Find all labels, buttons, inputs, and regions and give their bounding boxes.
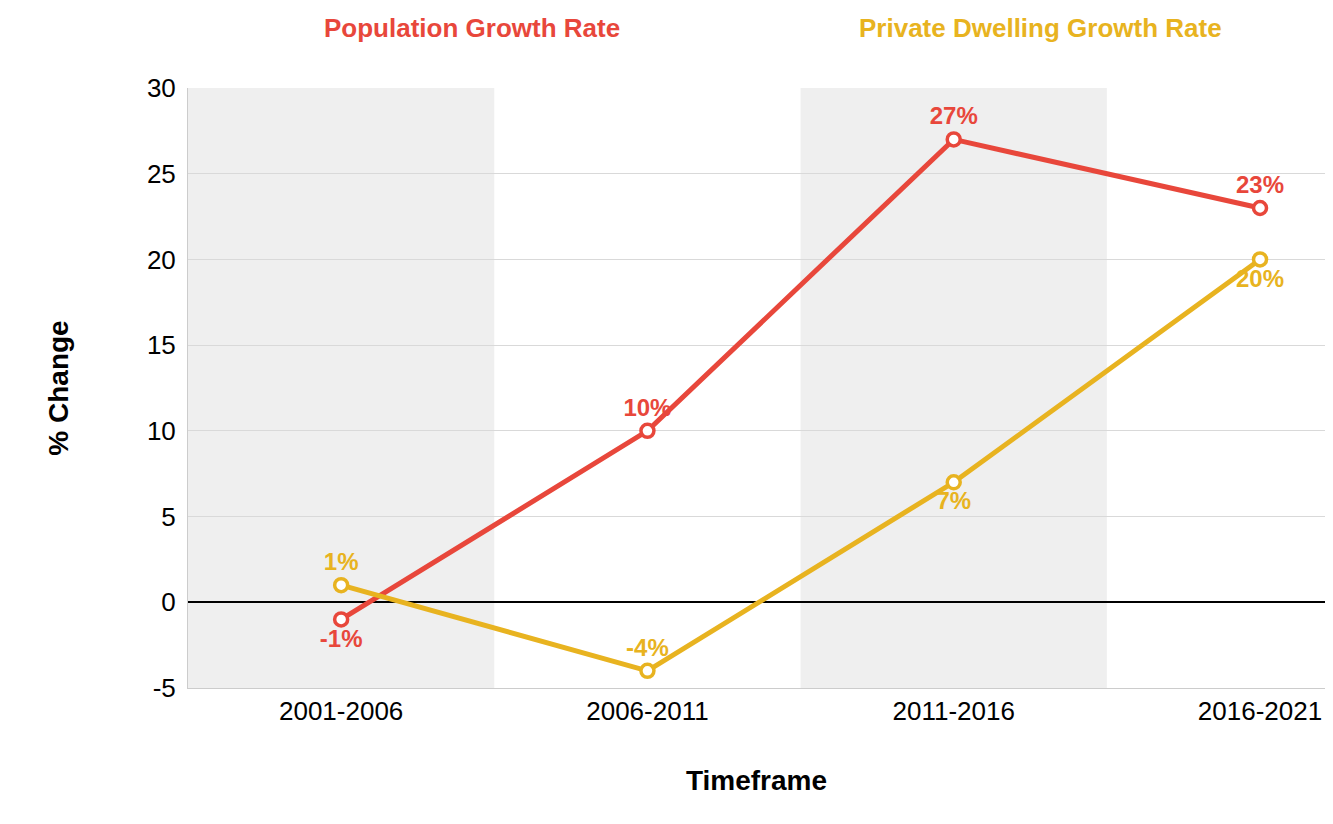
svg-text:2011-2016: 2011-2016	[893, 696, 1015, 726]
svg-text:23%: 23%	[1236, 171, 1284, 198]
svg-text:27%: 27%	[930, 102, 978, 129]
svg-text:-5: -5	[153, 673, 176, 703]
svg-text:1%: 1%	[324, 548, 359, 575]
svg-text:15: 15	[147, 330, 176, 360]
svg-text:7%: 7%	[936, 487, 971, 514]
svg-text:10%: 10%	[623, 394, 671, 421]
svg-text:30: 30	[147, 73, 176, 103]
svg-text:2001-2006: 2001-2006	[279, 696, 403, 726]
svg-text:-4%: -4%	[626, 634, 669, 661]
svg-text:2016-2021: 2016-2021	[1198, 696, 1322, 726]
svg-text:20%: 20%	[1236, 265, 1284, 292]
svg-text:25: 25	[147, 159, 176, 189]
svg-text:5: 5	[161, 502, 175, 532]
svg-text:Timeframe: Timeframe	[686, 765, 827, 796]
svg-text:-1%: -1%	[320, 625, 363, 652]
svg-text:2006-2011: 2006-2011	[586, 696, 708, 726]
svg-text:10: 10	[147, 416, 176, 446]
svg-text:0: 0	[161, 587, 175, 617]
svg-text:% Change: % Change	[43, 320, 74, 455]
svg-text:Population Growth Rate: Population Growth Rate	[324, 13, 620, 43]
svg-text:Private Dwelling Growth Rate: Private Dwelling Growth Rate	[859, 13, 1222, 43]
svg-text:20: 20	[147, 245, 176, 275]
